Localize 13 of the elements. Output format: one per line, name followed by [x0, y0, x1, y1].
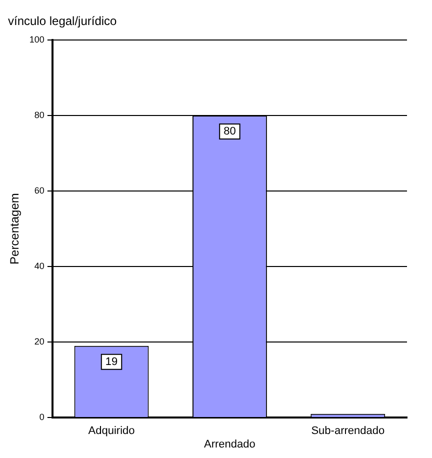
y-axis-title: Percentagem [8, 193, 22, 264]
y-tick-label: 20 [34, 336, 44, 347]
data-label: 80 [224, 126, 236, 138]
y-tick-label: 60 [34, 186, 44, 196]
data-label: 19 [105, 356, 118, 368]
y-tick-label: 80 [34, 110, 44, 120]
y-tick-label: 100 [29, 34, 44, 44]
x-tick-label: Adquirido [88, 425, 135, 438]
x-tick-label: Arrendado [204, 438, 256, 450]
y-tick-label: 0 [39, 412, 44, 422]
chart-title: vínculo legal/jurídico [8, 14, 117, 28]
x-tick-label: Sub-arrendado [311, 425, 385, 438]
y-tick-label: 40 [34, 261, 44, 272]
